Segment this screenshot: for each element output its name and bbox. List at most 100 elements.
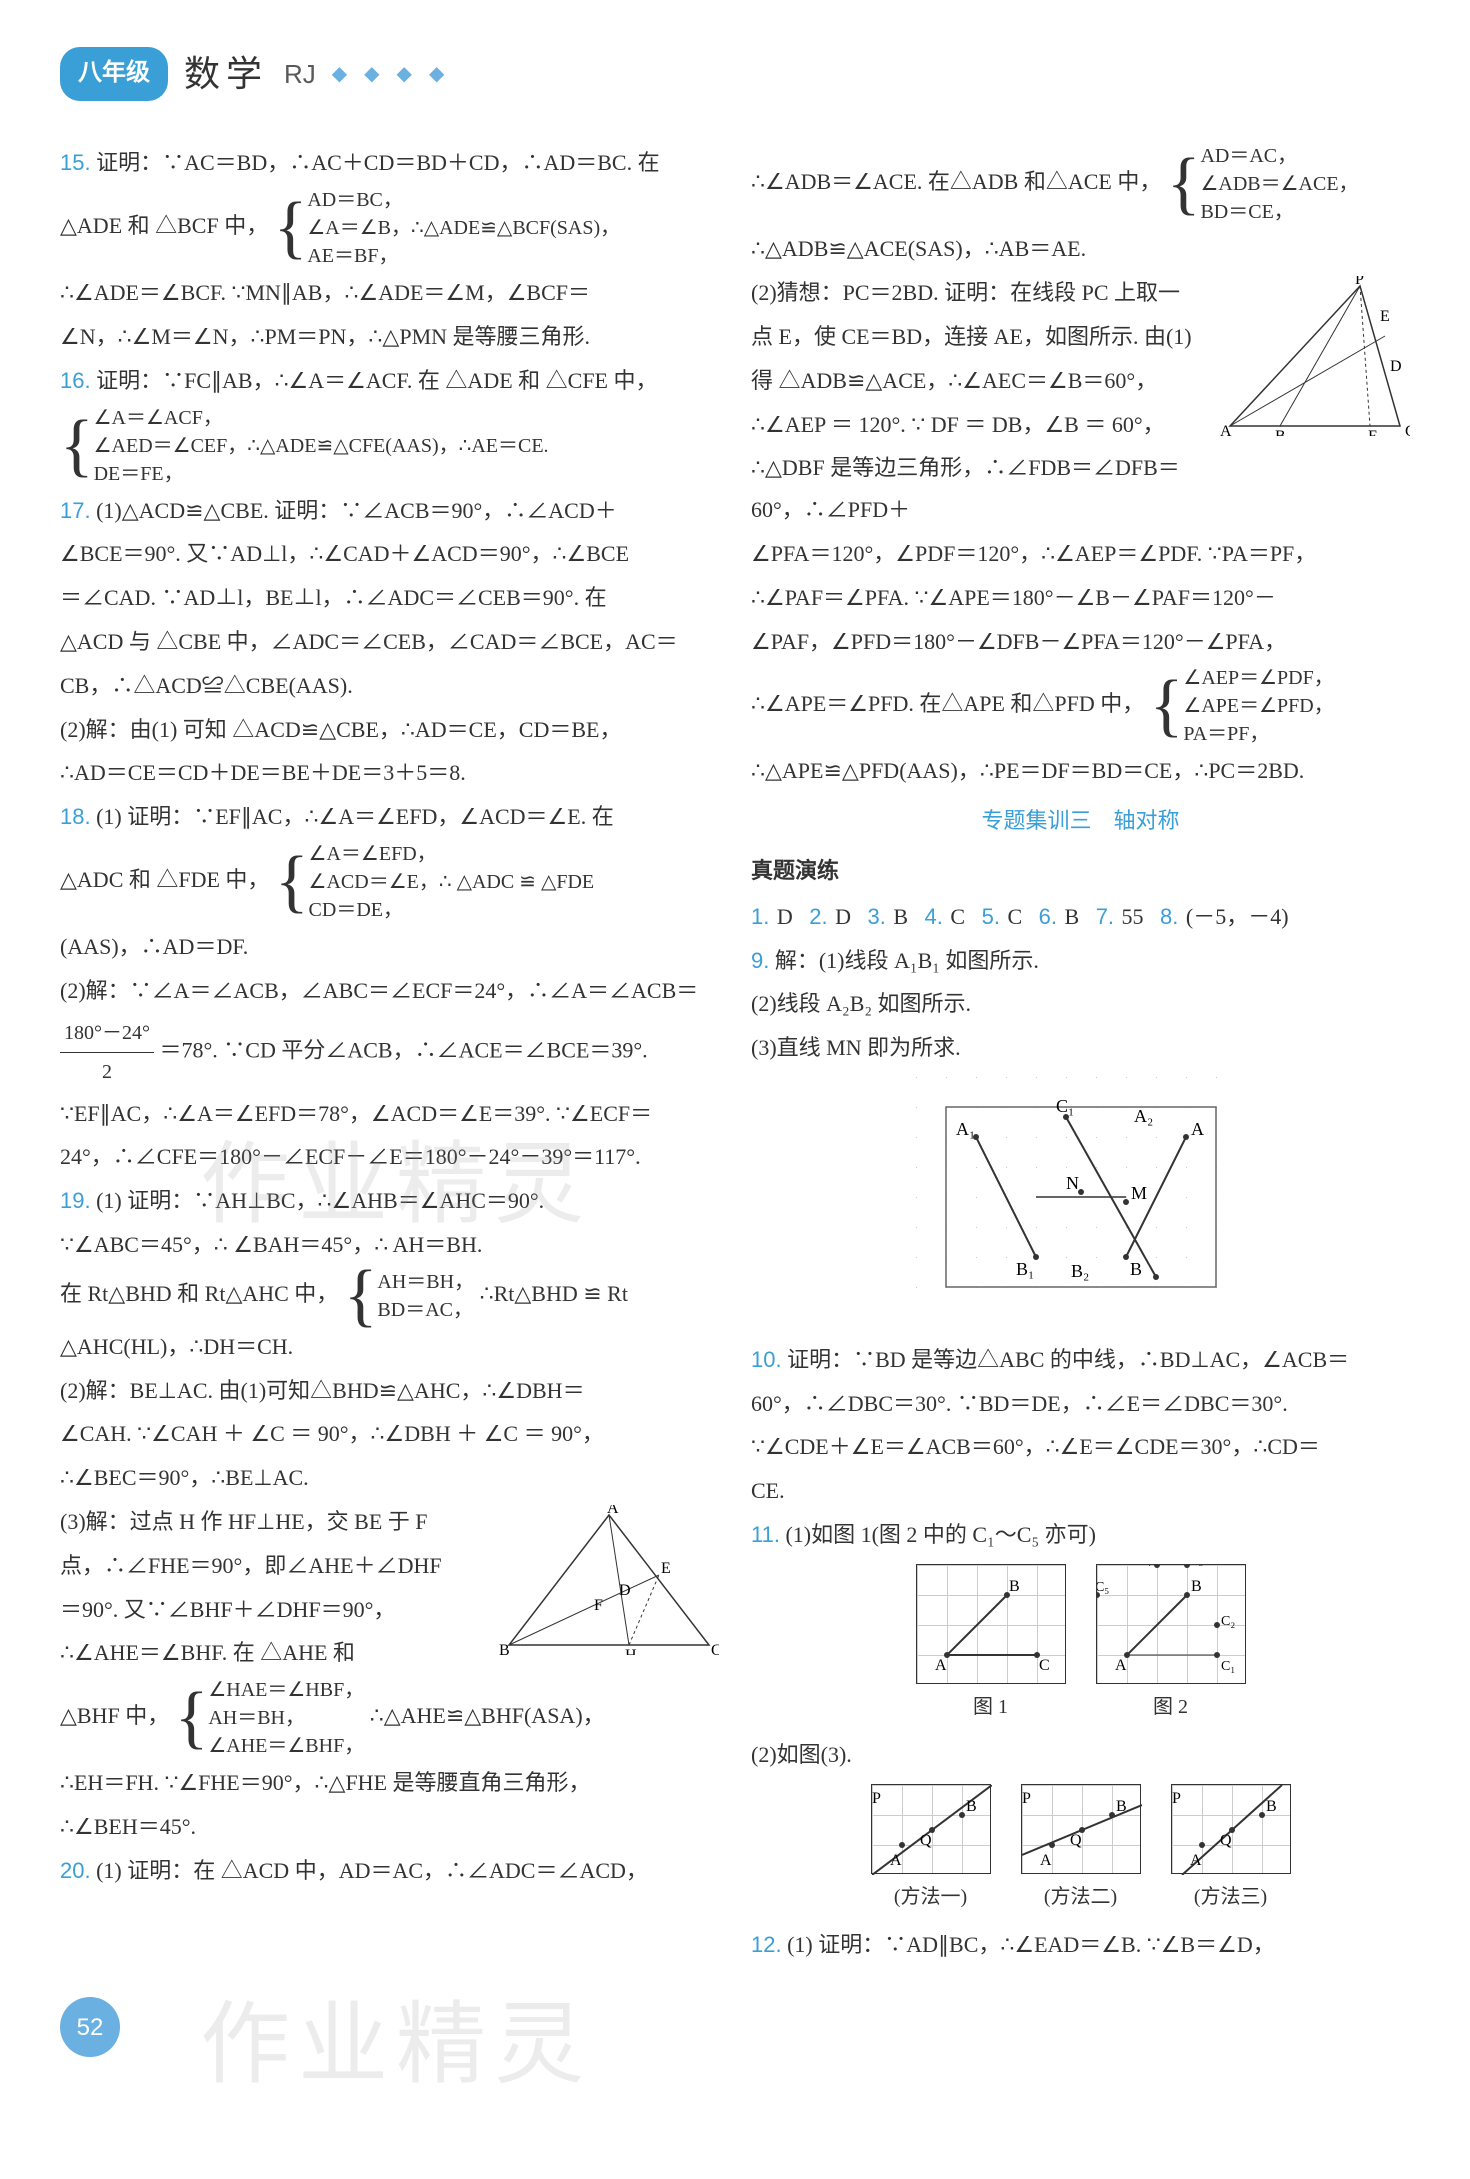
q10-number: 10. — [751, 1347, 782, 1372]
svg-text:A₁: A₁ — [956, 1119, 975, 1139]
page-number: 52 — [60, 1997, 120, 2057]
q18-line-d: (2)解：∵∠A＝∠ACB，∠ABC＝∠ECF＝24°，∴∠A＝∠ACB＝ — [60, 970, 719, 1012]
svg-text:A: A — [607, 1505, 619, 1517]
ans-3-v: B — [893, 904, 908, 929]
svg-text:C₄: C₄ — [1137, 1565, 1151, 1567]
subject-title: 数学 — [184, 40, 268, 108]
q19-mbrace-2: AH＝BH， — [208, 1704, 364, 1732]
q10-line-d: CE. — [751, 1470, 1410, 1512]
svg-text:A: A — [1220, 423, 1232, 436]
header-decoration: ◆ ◆ ◆ ◆ — [332, 55, 451, 93]
ans-5-n: 5. — [982, 904, 1000, 929]
q19-line-c: 在 Rt△BHD 和 Rt△AHC 中， — [60, 1281, 338, 1306]
ans-6-v: B — [1065, 904, 1080, 929]
answer-row: 1. D 2. D 3. B 4. C 5. C 6. B 7. 55 8. (… — [751, 896, 1410, 938]
triangle-diagram-2: P A B C D E F — [1220, 276, 1410, 450]
q17-line-c: ＝∠CAD. ∵AD⊥l，BE⊥l，∴∠ADC＝∠CEB＝90°. 在 — [60, 577, 719, 619]
q9-number: 9. — [751, 948, 769, 973]
q11-line-a: (1)如图 1(图 2 中的 C₁～C₅ 亦可) — [785, 1522, 1096, 1547]
svg-text:A: A — [1191, 1119, 1204, 1139]
ans-3-n: 3. — [868, 904, 886, 929]
q19-mbrace-1: ∠HAE＝∠HBF， — [208, 1676, 364, 1704]
q19-line-n: ∴△AHE≌△BHF(ASA)， — [370, 1703, 605, 1728]
content-columns: 15. 证明：∵AC＝BD，∴AC＋CD＝BD＋CD，∴AD＝BC. 在 △AD… — [60, 140, 1410, 1967]
q18-brace: { ∠A＝∠EFD， ∠ACD＝∠E，∴ △ADC ≌ △FDE CD＝DE， — [275, 840, 594, 924]
ans-4-n: 4. — [925, 904, 943, 929]
q19-line-b: ∵∠ABC＝45°，∴ ∠BAH＝45°，∴ AH＝BH. — [60, 1224, 719, 1266]
method2-grid: P B A Q — [1021, 1784, 1141, 1874]
svg-text:H: H — [625, 1647, 637, 1655]
svg-text:D: D — [619, 1582, 631, 1599]
svg-text:F: F — [1368, 428, 1377, 436]
svg-text:Q: Q — [1220, 1832, 1232, 1849]
svg-text:B: B — [1116, 1798, 1127, 1815]
q18-line-e: ＝78°. ∵CD 平分∠ACB，∴∠ACE＝∠BCE＝39°. — [160, 1037, 648, 1062]
r1-line-b: ∴△ADB≌△ACE(SAS)，∴AB＝AE. — [751, 228, 1410, 270]
q18-line-a: (1) 证明：∵EF∥AC，∴∠A＝∠EFD，∠ACD＝∠E. 在 — [96, 804, 614, 829]
q17-line-b: ∠BCE＝90°. 又∵AD⊥l，∴∠CAD＋∠ACD＝90°，∴∠BCE — [60, 533, 719, 575]
method1-caption: (方法一) — [871, 1878, 991, 1916]
q19-brace-2: BD＝AC， — [377, 1296, 474, 1324]
r1-brace-3: BD＝CE， — [1200, 198, 1358, 226]
method2-caption: (方法二) — [1021, 1878, 1141, 1916]
q11-diagram-row-2: P B A Q (方法一) P B A — [751, 1784, 1410, 1916]
q17-line-g: ∴AD＝CE＝CD＋DE＝BE＋DE＝3＋5＝8. — [60, 752, 719, 794]
q19-line-d: ∴Rt△BHD ≌ Rt — [480, 1281, 628, 1306]
q19-line-g: ∠CAH. ∵∠CAH ＋ ∠C ＝ 90°，∴∠DBH ＋ ∠C ＝ 90°， — [60, 1413, 719, 1455]
q15-brace-2: ∠A＝∠B，∴△ADE≌△BCF(SAS)， — [307, 214, 620, 242]
method3-caption: (方法三) — [1171, 1878, 1291, 1916]
svg-text:P: P — [1022, 1790, 1031, 1807]
svg-text:C₃: C₃ — [1189, 1565, 1203, 1567]
svg-text:B: B — [966, 1798, 977, 1815]
q15-brace: { AD＝BC， ∠A＝∠B，∴△ADE≌△BCF(SAS)， AE＝BF， — [274, 186, 620, 270]
ans-2-v: D — [835, 904, 851, 929]
q16-brace-2: ∠AED＝∠CEF，∴△ADE≌△CFE(AAS)，∴AE＝CE. — [94, 432, 549, 460]
q20-number: 20. — [60, 1858, 91, 1883]
q18-line-b: △ADC 和 △FDE 中， — [60, 867, 269, 892]
svg-text:P: P — [1355, 276, 1364, 288]
r1-kbrace-2: ∠APE＝∠PFD， — [1183, 692, 1333, 720]
q15-number: 15. — [60, 150, 91, 175]
q19-line-e: △AHC(HL)，∴DH＝CH. — [60, 1326, 719, 1368]
svg-text:P: P — [872, 1790, 881, 1807]
section-title: 专题集训三 轴对称 — [751, 800, 1410, 842]
q19-line-o: ∴EH＝FH. ∵∠FHE＝90°，∴△FHE 是等腰直角三角形， — [60, 1762, 719, 1804]
fig2-grid: A B C₁ C₂ C₃ C₄ C₅ — [1096, 1564, 1246, 1684]
fig1-grid: A B C — [916, 1564, 1066, 1684]
fig1-caption: 图 1 — [916, 1688, 1066, 1726]
triangle-svg-2: P A B C D E F — [1220, 276, 1410, 436]
triangle-svg-1: A B C D E F H — [499, 1505, 719, 1655]
q9-line-c: (3)直线 MN 即为所求. — [751, 1027, 1410, 1069]
svg-text:B: B — [1266, 1798, 1277, 1815]
q19-brace: { AH＝BH， BD＝AC， — [344, 1268, 474, 1324]
q19-line-p: ∴∠BEH＝45°. — [60, 1806, 719, 1848]
q12-number: 12. — [751, 1932, 782, 1957]
svg-text:E: E — [661, 1560, 671, 1577]
q9-diagram-wrap: A₁ A B₁ B C₁ A₂ B₂ N M — [751, 1077, 1410, 1331]
q11-number: 11. — [751, 1522, 780, 1547]
svg-text:C₂: C₂ — [1221, 1614, 1235, 1629]
q15-brace-1: AD＝BC， — [307, 186, 620, 214]
q18-line-f: ∵EF∥AC，∴∠A＝∠EFD＝78°，∠ACD＝∠E＝39°. ∵∠ECF＝ — [60, 1093, 719, 1135]
svg-text:C: C — [711, 1642, 719, 1655]
q12-line-a: (1) 证明：∵AD∥BC，∴∠EAD＝∠B. ∵∠B＝∠D， — [787, 1932, 1275, 1957]
svg-text:B: B — [1130, 1259, 1142, 1279]
q16-brace-1: ∠A＝∠ACF， — [94, 404, 549, 432]
right-column: ∴∠ADB＝∠ACE. 在△ADB 和△ACE 中， { AD＝AC， ∠ADB… — [751, 140, 1410, 1967]
svg-text:A: A — [1190, 1852, 1202, 1869]
q15-line-a: 证明：∵AC＝BD，∴AC＋CD＝BD＋CD，∴AD＝BC. 在 — [96, 150, 660, 175]
svg-text:C: C — [1039, 1657, 1050, 1674]
q18-brace-3: CD＝DE， — [309, 896, 595, 924]
r1-line-l: ∴△APE≌△PFD(AAS)，∴PE＝DF＝BD＝CE，∴PC＝2BD. — [751, 750, 1410, 792]
svg-text:C₁: C₁ — [1056, 1096, 1074, 1116]
q16-brace: { ∠A＝∠ACF， ∠AED＝∠CEF，∴△ADE≌△CFE(AAS)，∴AE… — [60, 404, 549, 488]
q17-line-a: (1)△ACD≌△CBE. 证明：∵∠ACB＝90°，∴∠ACD＋ — [96, 498, 617, 523]
q18-brace-2: ∠ACD＝∠E，∴ △ADC ≌ △FDE — [309, 868, 595, 896]
q19-brace-1: AH＝BH， — [377, 1268, 474, 1296]
svg-text:F: F — [594, 1597, 603, 1614]
q11-line-b: (2)如图(3). — [751, 1734, 1410, 1776]
ans-7-v: 55 — [1122, 904, 1144, 929]
grade-badge: 八年级 — [60, 47, 168, 101]
q10-line-c: ∵∠CDE＋∠E＝∠ACB＝60°，∴∠E＝∠CDE＝30°，∴CD＝ — [751, 1426, 1410, 1468]
q16-brace-3: DE＝FE， — [94, 460, 549, 488]
